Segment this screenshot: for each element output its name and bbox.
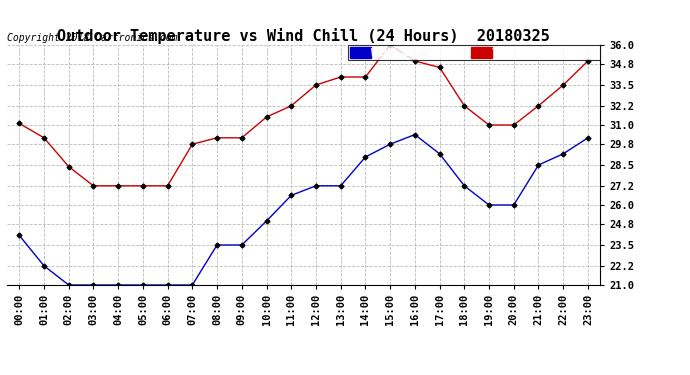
Legend: Wind Chill  (°F), Temperature  (°F): Wind Chill (°F), Temperature (°F) bbox=[348, 45, 600, 60]
Text: Copyright 2018 Cartronics.com: Copyright 2018 Cartronics.com bbox=[7, 33, 177, 43]
Title: Outdoor Temperature vs Wind Chill (24 Hours)  20180325: Outdoor Temperature vs Wind Chill (24 Ho… bbox=[57, 28, 550, 44]
